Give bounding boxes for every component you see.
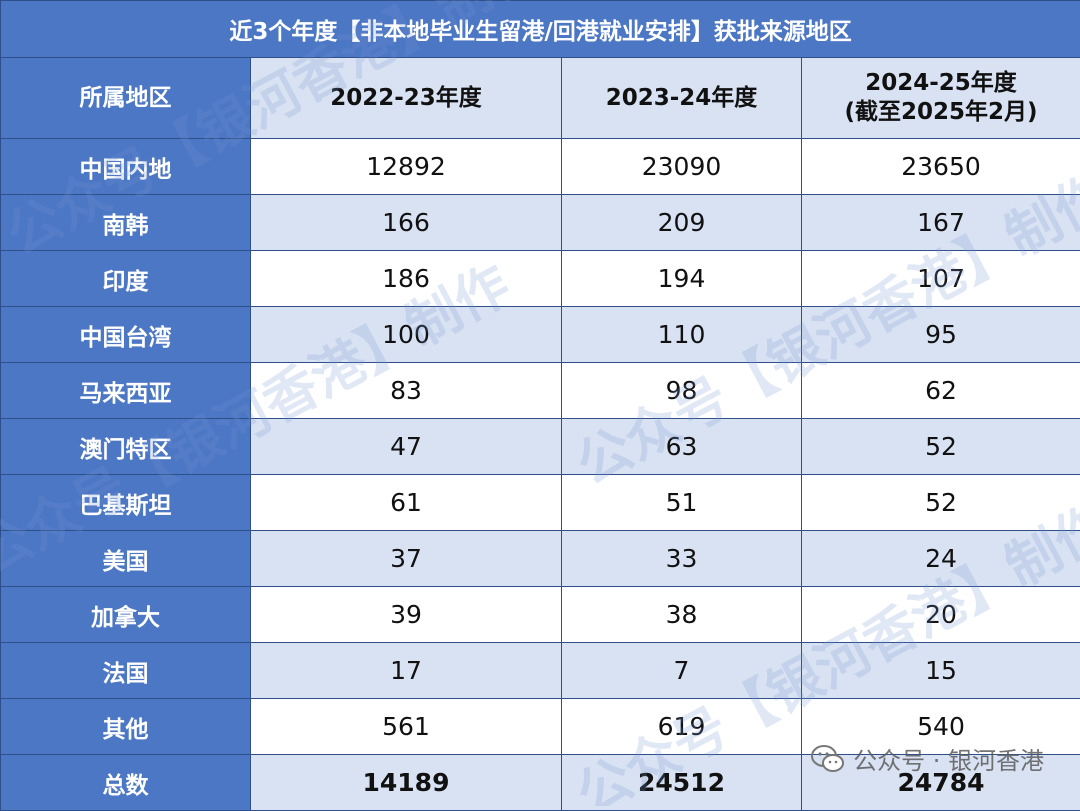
cell-2024-25: 107 xyxy=(802,251,1080,307)
row-region: 加拿大 xyxy=(1,587,251,643)
row-region: 澳门特区 xyxy=(1,419,251,475)
cell-2023-24: 33 xyxy=(562,531,802,587)
cell-2024-25: 15 xyxy=(802,643,1080,699)
wechat-account-mark: 公众号 · 银河香港 xyxy=(811,741,1044,776)
header-2024-25-year: 2024-25年度 xyxy=(802,69,1080,98)
table-row: 南韩 166 209 167 xyxy=(1,195,1080,251)
cell-2024-25: 62 xyxy=(802,363,1080,419)
row-region: 总数 xyxy=(1,755,251,811)
row-region: 中国台湾 xyxy=(1,307,251,363)
cell-2024-25: 167 xyxy=(802,195,1080,251)
cell-2022-23: 37 xyxy=(251,531,562,587)
row-region: 印度 xyxy=(1,251,251,307)
table-row: 美国 37 33 24 xyxy=(1,531,1080,587)
cell-2022-23: 61 xyxy=(251,475,562,531)
cell-2022-23: 561 xyxy=(251,699,562,755)
cell-2023-24: 209 xyxy=(562,195,802,251)
cell-2022-23: 12892 xyxy=(251,139,562,195)
cell-2022-23: 14189 xyxy=(251,755,562,811)
cell-2023-24: 98 xyxy=(562,363,802,419)
table-row: 马来西亚 83 98 62 xyxy=(1,363,1080,419)
table-row: 法国 17 7 15 xyxy=(1,643,1080,699)
wechat-icon xyxy=(811,744,845,774)
row-region: 其他 xyxy=(1,699,251,755)
row-region: 南韩 xyxy=(1,195,251,251)
table-row: 中国内地 12892 23090 23650 xyxy=(1,139,1080,195)
table-row: 加拿大 39 38 20 xyxy=(1,587,1080,643)
table-row: 印度 186 194 107 xyxy=(1,251,1080,307)
row-region: 法国 xyxy=(1,643,251,699)
cell-2023-24: 619 xyxy=(562,699,802,755)
cell-2022-23: 166 xyxy=(251,195,562,251)
row-region: 美国 xyxy=(1,531,251,587)
cell-2022-23: 186 xyxy=(251,251,562,307)
header-region: 所属地区 xyxy=(1,58,251,139)
row-region: 巴基斯坦 xyxy=(1,475,251,531)
cell-2023-24: 110 xyxy=(562,307,802,363)
wechat-account-name: 公众号 · 银河香港 xyxy=(853,741,1044,776)
cell-2024-25: 23650 xyxy=(802,139,1080,195)
header-2022-23: 2022-23年度 xyxy=(251,58,562,139)
cell-2023-24: 7 xyxy=(562,643,802,699)
cell-2022-23: 83 xyxy=(251,363,562,419)
cell-2023-24: 38 xyxy=(562,587,802,643)
cell-2023-24: 63 xyxy=(562,419,802,475)
row-region: 马来西亚 xyxy=(1,363,251,419)
header-2023-24: 2023-24年度 xyxy=(562,58,802,139)
table-title: 近3个年度【非本地毕业生留港/回港就业安排】获批来源地区 xyxy=(1,1,1080,58)
header-2024-25: 2024-25年度 (截至2025年2月) xyxy=(802,58,1080,139)
cell-2022-23: 39 xyxy=(251,587,562,643)
cell-2022-23: 100 xyxy=(251,307,562,363)
cell-2022-23: 47 xyxy=(251,419,562,475)
cell-2024-25: 20 xyxy=(802,587,1080,643)
table-row: 巴基斯坦 61 51 52 xyxy=(1,475,1080,531)
cell-2024-25: 52 xyxy=(802,475,1080,531)
table-row: 中国台湾 100 110 95 xyxy=(1,307,1080,363)
cell-2023-24: 24512 xyxy=(562,755,802,811)
header-2024-25-note: (截至2025年2月) xyxy=(802,98,1080,127)
table-row: 澳门特区 47 63 52 xyxy=(1,419,1080,475)
cell-2023-24: 23090 xyxy=(562,139,802,195)
cell-2024-25: 52 xyxy=(802,419,1080,475)
cell-2024-25: 24 xyxy=(802,531,1080,587)
cell-2022-23: 17 xyxy=(251,643,562,699)
cell-2023-24: 194 xyxy=(562,251,802,307)
cell-2024-25: 95 xyxy=(802,307,1080,363)
row-region: 中国内地 xyxy=(1,139,251,195)
cell-2023-24: 51 xyxy=(562,475,802,531)
